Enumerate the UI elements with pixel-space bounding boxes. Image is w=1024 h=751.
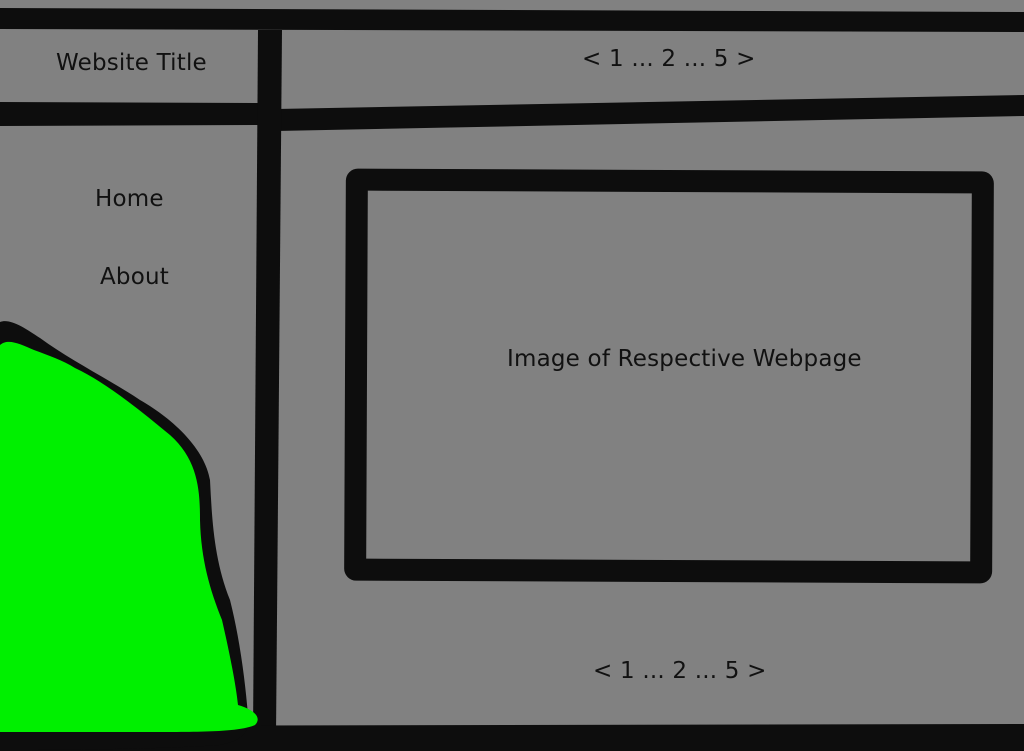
header-divider-right	[276, 95, 1024, 131]
sidebar-item-about[interactable]: About	[100, 264, 170, 290]
pagination-top[interactable]: < 1 ... 2 ... 5 >	[582, 46, 756, 72]
header-divider-left	[0, 102, 262, 126]
pagination-bottom[interactable]: < 1 ... 2 ... 5 >	[593, 658, 767, 684]
top-border-line	[0, 8, 1024, 32]
green-blob-decoration	[0, 321, 258, 750]
sidebar-divider	[253, 30, 282, 735]
sidebar-item-home[interactable]: Home	[95, 186, 164, 212]
website-title: Website Title	[56, 50, 207, 76]
image-placeholder-label: Image of Respective Webpage	[507, 346, 862, 372]
webpage-image-placeholder[interactable]	[344, 168, 994, 584]
bottom-border-line	[0, 724, 1024, 751]
